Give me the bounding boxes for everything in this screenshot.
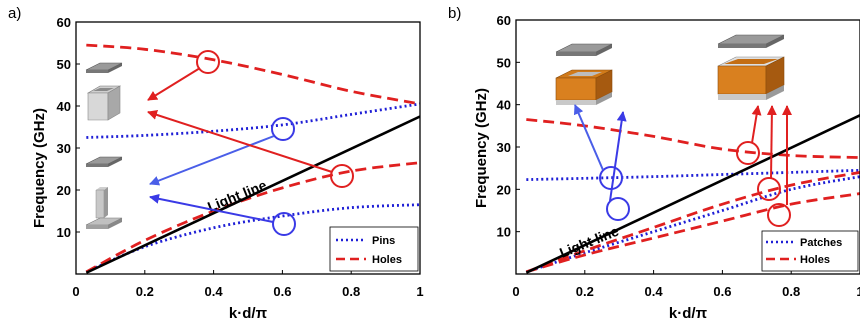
- panel-b-label: b): [448, 5, 461, 22]
- panel-a: a) Frequency (GHz) k·d/π 0 0.2 0.4 0.6 0.8 1 1…: [8, 5, 424, 322]
- patch-hole-unit-cell-illustration: [717, 34, 785, 100]
- panel-a-y-tick-label: 50: [57, 57, 71, 72]
- panel-a-legend: Pins Holes: [329, 226, 419, 272]
- highlight-circle: [736, 141, 760, 165]
- highlight-circle: [757, 177, 781, 201]
- arrow: [751, 105, 762, 144]
- panel-b-y-tick-label: 50: [497, 55, 511, 70]
- panel-b-series-5-line: [525, 114, 860, 274]
- panel-a-series-2-line: [85, 161, 421, 274]
- arrow: [147, 110, 333, 173]
- panel-b-x-tick-label: 0.6: [713, 284, 731, 299]
- hole-unit-cell-illustration: [85, 62, 123, 121]
- panel-b-series-1-line: [526, 168, 860, 181]
- arrow: [573, 104, 604, 171]
- arrow: [766, 105, 777, 180]
- panel-b-y-axis-label: Frequency (GHz): [473, 88, 490, 208]
- panel-b-axes-frame: [515, 19, 860, 275]
- panel-a-x-tick-label: 0.8: [342, 284, 360, 299]
- highlight-circle: [606, 197, 630, 221]
- highlight-circle: [196, 50, 220, 74]
- panel-a-y-tick-label: 10: [57, 225, 71, 240]
- panel-a-x-axis-label: k·d/π: [229, 305, 268, 322]
- panel-b-y-tick-label: 30: [497, 140, 511, 155]
- patch-unit-cell-illustration: [555, 43, 613, 105]
- panel-b-x-tick-label: 0.2: [576, 284, 594, 299]
- legend-holes: Holes: [372, 254, 402, 266]
- arrow: [149, 193, 274, 223]
- panel-a-y-axis-label: Frequency (GHz): [31, 108, 48, 228]
- panel-a-x-tick-label: 0: [72, 284, 79, 299]
- panel-a-x-tick-label: 0.6: [273, 284, 291, 299]
- panel-a-x-tick-label: 0.2: [136, 284, 154, 299]
- panel-a-y-tick-label: 30: [57, 141, 71, 156]
- panel-a-x-tick-label: 1: [416, 284, 423, 299]
- panel-a-series-1-line: [86, 102, 421, 139]
- panel-b-x-tick-label: 1: [856, 284, 860, 299]
- panel-b: b) Frequency (GHz) k·d/π 0 0.2 0.4 0.6 0.8 1 1…: [448, 5, 860, 322]
- highlight-circle: [271, 117, 295, 141]
- panel-a-y-tick-label: 20: [57, 183, 71, 198]
- panel-b-x-tick-label: 0.4: [645, 284, 664, 299]
- legend-patches: Patches: [800, 237, 842, 249]
- panel-b-series-0-line: [525, 175, 860, 274]
- panel-a-ticks: 0 0.2 0.4 0.6 0.8 1 10 20 30 40 50 60: [57, 15, 424, 299]
- highlight-circle: [272, 212, 296, 236]
- legend-pins: Pins: [372, 235, 395, 247]
- panel-a-series-4-line: [85, 115, 421, 274]
- panel-a-annotations: [147, 50, 354, 236]
- panel-b-ticks: 0 0.2 0.4 0.6 0.8 1 10 20 30 40 50 60: [497, 13, 860, 299]
- arrow: [609, 111, 627, 202]
- panel-b-annotations: [573, 104, 792, 227]
- highlight-circle: [599, 166, 623, 190]
- panel-a-y-tick-label: 60: [57, 15, 71, 30]
- panel-a-y-tick-label: 40: [57, 99, 71, 114]
- panel-b-y-tick-label: 10: [497, 225, 511, 240]
- panel-a-x-tick-label: 0.4: [205, 284, 224, 299]
- panel-b-y-tick-label: 60: [497, 13, 511, 28]
- panel-b-x-tick-label: 0: [512, 284, 519, 299]
- panel-a-axes-frame: [75, 21, 421, 275]
- panel-b-series-2-line: [525, 192, 860, 274]
- pin-unit-cell-illustration: [85, 156, 123, 229]
- arrow: [149, 135, 275, 186]
- panel-b-x-tick-label: 0.8: [782, 284, 800, 299]
- arrow: [147, 67, 201, 101]
- panel-b-y-tick-label: 40: [497, 98, 511, 113]
- panel-a-curves: [85, 43, 421, 274]
- panel-a-label: a): [8, 5, 21, 22]
- panel-a-series-3-line: [86, 43, 421, 106]
- highlight-circle: [767, 203, 791, 227]
- highlight-circle: [330, 164, 354, 188]
- panel-b-y-tick-label: 20: [497, 182, 511, 197]
- panel-b-legend: Patches Holes: [761, 230, 859, 272]
- legend-holes: Holes: [800, 254, 830, 266]
- panel-b-series-3-line: [525, 171, 860, 274]
- panel-b-x-axis-label: k·d/π: [669, 305, 708, 322]
